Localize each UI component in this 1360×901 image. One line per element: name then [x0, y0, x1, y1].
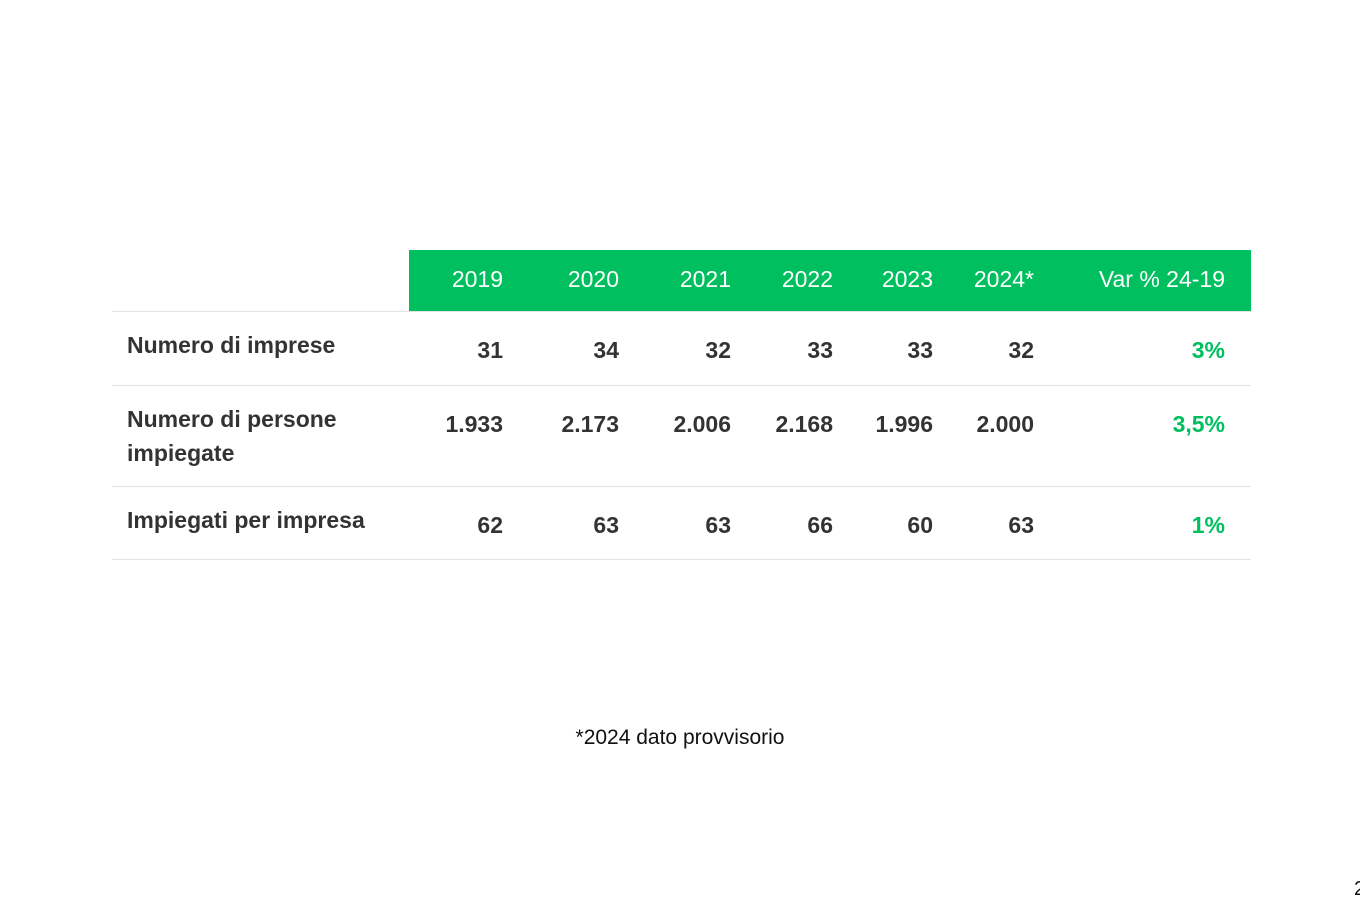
value-cell: 63 — [593, 512, 619, 538]
column-header: 2023 — [881, 266, 933, 292]
value-cell: 31 — [477, 337, 503, 363]
row-divider — [112, 559, 1251, 560]
change-cell: 1% — [1191, 512, 1225, 538]
column-header: Var % 24-19 — [1098, 266, 1225, 292]
value-cell: 2.168 — [775, 411, 833, 437]
row-divider — [112, 311, 1251, 312]
value-cell: 2.000 — [976, 411, 1034, 437]
value-cell: 60 — [907, 512, 933, 538]
row-label: Impiegati per impresa — [127, 507, 365, 533]
row-label: Numero di imprese — [127, 332, 336, 358]
value-cell: 63 — [1008, 512, 1034, 538]
column-header: 2020 — [567, 266, 619, 292]
value-cell: 1.933 — [445, 411, 503, 437]
value-cell: 62 — [477, 512, 503, 538]
value-cell: 33 — [807, 337, 833, 363]
change-cell: 3% — [1191, 337, 1225, 363]
value-cell: 2.173 — [561, 411, 619, 437]
column-header: 2019 — [451, 266, 503, 292]
column-header: 2022 — [781, 266, 833, 292]
value-cell: 32 — [705, 337, 731, 363]
value-cell: 33 — [907, 337, 933, 363]
value-cell: 34 — [593, 337, 619, 363]
row-divider — [112, 385, 1251, 386]
value-cell: 63 — [705, 512, 731, 538]
row-label: Numero di persone impiegate — [127, 406, 337, 466]
column-header: 2024* — [973, 266, 1034, 292]
value-cell: 1.996 — [875, 411, 933, 437]
page-number: 2 — [1354, 878, 1360, 900]
row-divider — [112, 486, 1251, 487]
value-cell: 2.006 — [673, 411, 731, 437]
change-cell: 3,5% — [1172, 411, 1225, 437]
table-header-band — [409, 250, 1251, 311]
footnote: *2024 dato provvisorio — [575, 726, 785, 749]
column-header: 2021 — [679, 266, 731, 292]
value-cell: 66 — [807, 512, 833, 538]
value-cell: 32 — [1008, 337, 1034, 363]
